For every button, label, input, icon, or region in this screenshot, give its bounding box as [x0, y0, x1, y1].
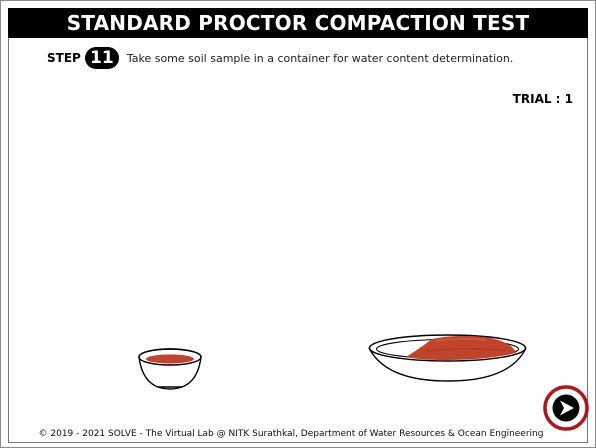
step-instruction-row: STEP 11 Take some soil sample in a conta… — [47, 46, 513, 70]
large-dish-icon[interactable] — [366, 331, 529, 383]
trial-indicator: TRIAL : 1 — [512, 92, 573, 106]
footer-copyright: © 2019 - 2021 SOLVE - The Virtual Lab @ … — [38, 429, 544, 439]
step-number-badge: 11 — [84, 47, 119, 69]
next-button[interactable] — [543, 385, 589, 431]
dish-soil — [406, 335, 516, 360]
step-instruction-text: Take some soil sample in a container for… — [126, 51, 514, 65]
step-label: STEP — [47, 51, 81, 65]
small-bowl-icon[interactable] — [136, 345, 204, 393]
page-title: STANDARD PROCTOR COMPACTION TEST — [8, 8, 588, 38]
workspace-frame — [8, 38, 588, 443]
